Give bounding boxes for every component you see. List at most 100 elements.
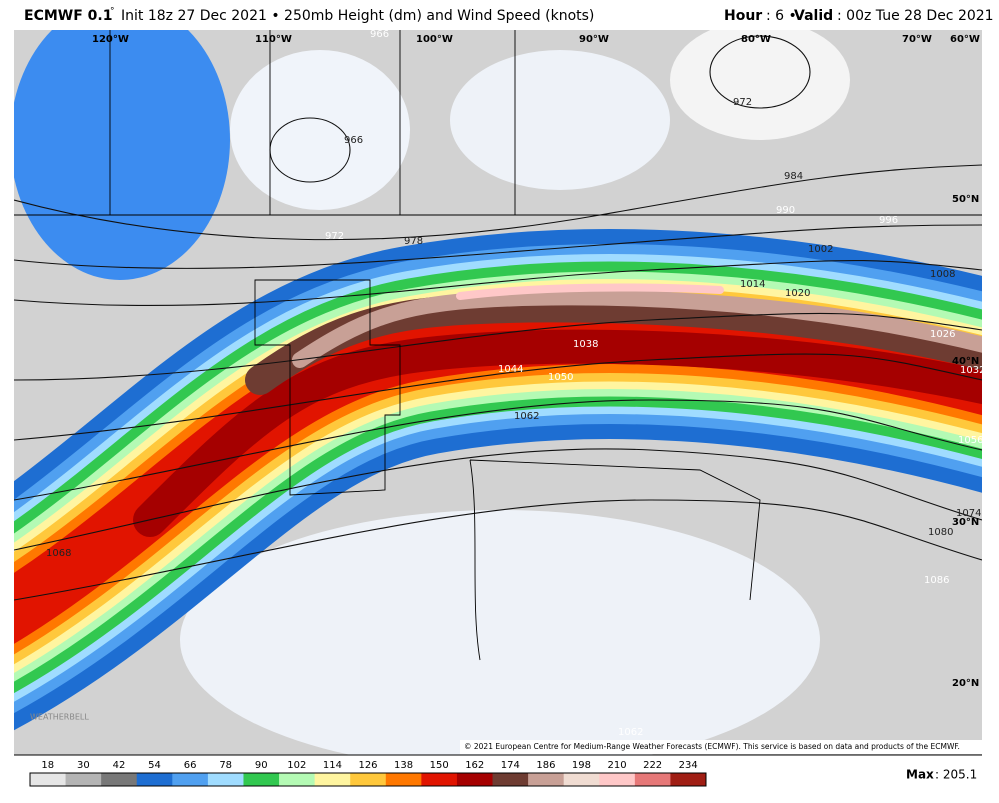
colorbar-tick-label: 30 [77, 760, 90, 771]
degree: ° [110, 7, 115, 17]
colorbar-swatch [492, 773, 529, 786]
contour-label: 996 [879, 215, 898, 226]
run: Init 18z 27 Dec 2021 • 250mb Height (dm)… [121, 8, 594, 24]
colorbar-frame [29, 772, 707, 787]
contour-label: 990 [776, 205, 795, 216]
header: ECMWF 0.1 ° Init 18z 27 Dec 2021 • 250mb… [24, 7, 994, 25]
ridge-area [180, 510, 820, 755]
colorbar-tick-label: 18 [41, 760, 54, 771]
contour-label: 1068 [46, 548, 71, 559]
map-field [14, 30, 982, 755]
colorbar-tick-label: 78 [219, 760, 232, 771]
colorbar: 18 30 42 54 66 78 90 102 114 126 138 150 162 174 186 19… [29, 760, 707, 787]
contour-label: 1020 [785, 288, 810, 299]
colorbar-tick-label: 222 [643, 760, 662, 771]
contour-label: 1074 [956, 508, 981, 519]
colorbar-tick-label: 54 [148, 760, 161, 771]
contour-label: 1062 [618, 727, 643, 738]
colorbar-tick-label: 126 [358, 760, 377, 771]
colorbar-swatch [350, 773, 387, 786]
credit: © 2021 European Centre for Medium-Range … [464, 742, 960, 751]
lon-label: 120°W [92, 34, 129, 45]
height-contours [14, 35, 982, 601]
colorbar-swatch [65, 773, 102, 786]
lon-labels: 120°W 110°W 100°W 90°W 80°W 70°W 60°W [92, 34, 980, 45]
colorbar-tick-label: 162 [465, 760, 484, 771]
colorbar-tick-label: 42 [113, 760, 126, 771]
contour-label: 972 [325, 231, 344, 242]
model: ECMWF 0.1 [24, 8, 112, 24]
colorbar-tick-label: 114 [323, 760, 342, 771]
colorbar-tick-label: 186 [536, 760, 555, 771]
lon-label: 80°W [741, 34, 771, 45]
contour-label: 1014 [740, 279, 765, 290]
valid-label: Valid [794, 8, 833, 24]
lon-label: 70°W [902, 34, 932, 45]
colorbar-swatch [670, 773, 707, 786]
contour-label: 1050 [548, 372, 573, 383]
lon-label: 90°W [579, 34, 609, 45]
colorbar-swatch [528, 773, 565, 786]
contour-label: 1002 [808, 244, 833, 255]
lon-label: 60°W [950, 34, 980, 45]
colorbar-tick-label: 90 [255, 760, 268, 771]
colorbar-swatch [207, 773, 244, 786]
contour-label: 1038 [573, 339, 598, 350]
colorbar-swatch [634, 773, 671, 786]
watermark: WEATHERBELL [30, 713, 89, 722]
contour-label: 1086 [924, 575, 949, 586]
low-area [450, 50, 670, 190]
contour-label: 1080 [928, 527, 953, 538]
hour-value: : 6 • [766, 8, 797, 24]
colorbar-swatch [456, 773, 494, 786]
lat-label: 20°N [952, 678, 979, 689]
colorbar-swatch [136, 773, 173, 786]
colorbar-swatch [314, 773, 351, 786]
lon-label: 100°W [416, 34, 453, 45]
colorbar-swatch [30, 773, 67, 786]
contour-label: 1044 [498, 364, 523, 375]
hour-label: Hour [724, 8, 762, 24]
colorbar-swatch [563, 773, 600, 786]
contour-label: 1056 [958, 435, 983, 446]
lon-label: 110°W [255, 34, 292, 45]
jet-area [14, 30, 230, 280]
colorbar-swatch [385, 773, 422, 786]
low-area [670, 30, 850, 140]
contour-label: 1062 [514, 411, 539, 422]
lat-label: 40°N [952, 356, 979, 367]
max-label: Max [906, 768, 934, 782]
colorbar-tick-label: 198 [572, 760, 591, 771]
colorbar-tick-label: 210 [608, 760, 627, 771]
colorbar-swatch [421, 773, 458, 786]
colorbar-tick-label: 234 [679, 760, 698, 771]
contour-label: 1026 [930, 329, 955, 340]
colorbar-swatch [279, 773, 316, 786]
colorbar-swatch [172, 773, 209, 786]
colorbar-tick-label: 174 [501, 760, 520, 771]
colorbar-tick-label: 102 [287, 760, 306, 771]
colorbar-swatch [101, 773, 138, 786]
contour-label: 972 [733, 97, 752, 108]
contour-label: 984 [784, 171, 803, 182]
colorbar-tick-label: 150 [430, 760, 449, 771]
low-area [230, 50, 410, 210]
contour-labels: 966 966 972 972 978 984 990 996 1002 100… [46, 29, 985, 738]
contour-label: 966 [344, 135, 363, 146]
colorbar-swatch [243, 773, 280, 786]
lat-label: 30°N [952, 517, 979, 528]
contour-label: 966 [370, 29, 389, 40]
colorbar-tick-label: 66 [184, 760, 197, 771]
jet-bands [14, 229, 982, 731]
lat-label: 50°N [952, 194, 979, 205]
max-value: : 205.1 [935, 768, 977, 782]
lat-labels: 50°N 40°N 30°N 20°N [952, 194, 979, 689]
contour-label: 1008 [930, 269, 955, 280]
contour-label: 978 [404, 236, 423, 247]
valid-value: : 00z Tue 28 Dec 2021 [837, 8, 994, 24]
credit-box [460, 740, 982, 754]
colorbar-tick-label: 138 [394, 760, 413, 771]
borders [14, 30, 982, 661]
